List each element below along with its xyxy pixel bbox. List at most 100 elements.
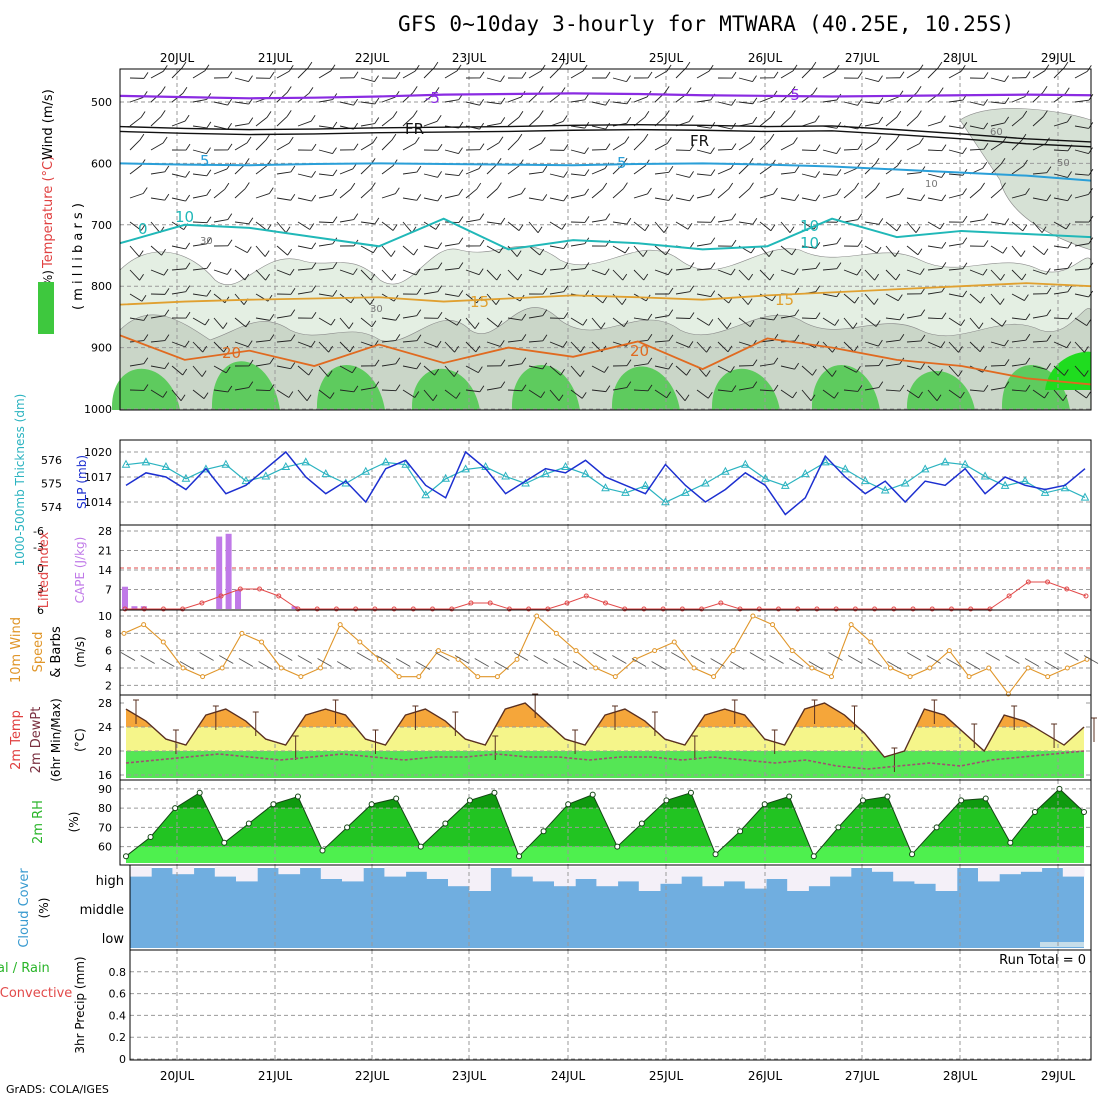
rh-shading-group <box>111 108 1092 411</box>
wind-barb <box>990 364 1006 367</box>
wind-barb <box>318 389 331 399</box>
wind-barb-flag <box>790 86 796 93</box>
rh-70-area <box>316 365 385 410</box>
wind-barb <box>360 77 375 83</box>
wind-barb <box>843 188 855 199</box>
wind-barb-flag <box>726 322 732 329</box>
wind-barb <box>549 389 560 402</box>
wind-barb-flag <box>960 65 966 72</box>
wind-barb <box>318 267 333 271</box>
wind-barb <box>339 389 354 393</box>
wind-barb-flag <box>769 133 775 141</box>
thickness-point <box>661 497 670 506</box>
wind-barb <box>1053 121 1068 127</box>
wind-barb-flag <box>920 194 926 201</box>
wind-barb <box>759 363 774 367</box>
contour-label: FR <box>405 120 424 138</box>
cloud-high-gap <box>342 867 364 882</box>
wind-barb <box>696 70 710 79</box>
wind-barb <box>528 315 543 319</box>
contour-label: 30 <box>370 304 383 315</box>
wind-barb <box>171 120 186 127</box>
wind-barb-flag <box>458 169 464 176</box>
wind-barb <box>633 165 646 175</box>
wind-barb-flag <box>810 394 816 401</box>
wind-barb-flag <box>1046 363 1051 370</box>
wind-barb-flag <box>983 213 989 220</box>
wind-barb-flag <box>833 391 839 399</box>
wind-barb-flag <box>894 250 900 257</box>
thickness-point <box>980 471 990 480</box>
lifted-index-point <box>679 606 685 612</box>
contour-label: 15 <box>775 291 794 309</box>
wind-barb-flag <box>332 290 338 297</box>
wind-barb-flag <box>936 394 942 401</box>
wind-barb-flag <box>139 273 144 281</box>
wind-barb <box>276 245 288 256</box>
rh-point <box>368 801 375 808</box>
wind-barb-flag <box>773 187 778 195</box>
wind-barb-flag <box>1025 188 1030 195</box>
wind-barb-flag <box>246 136 252 144</box>
wind-barb-flag <box>311 262 317 269</box>
lifted-index-point <box>1045 579 1051 585</box>
wind-barb <box>402 142 416 151</box>
wind-barb <box>696 317 710 326</box>
wind-barb-flag <box>225 366 231 374</box>
wind-barb <box>360 101 375 105</box>
cape-axis-label: CAPE (J/kg) <box>73 537 87 604</box>
wind-barb <box>948 268 963 271</box>
y-tick-label-wind: 2 <box>105 679 112 692</box>
thickness-point <box>401 459 411 468</box>
wind-barb-10m <box>1064 652 1079 661</box>
wind-barb-flag <box>290 165 296 173</box>
wind-barb-flag <box>916 86 922 93</box>
wind-barb <box>129 245 140 257</box>
wind-barb <box>276 197 291 201</box>
y-tick-label-cape: 28 <box>98 525 112 538</box>
wind-barb-flag <box>289 268 295 276</box>
cloud-high-gap <box>405 867 428 872</box>
wind-barb-flag <box>560 368 565 376</box>
wind-barb <box>1074 268 1089 271</box>
wind-barb-flag <box>1022 224 1028 232</box>
lifted-index-point <box>833 606 839 612</box>
wind-barb-flag <box>290 334 296 341</box>
wind-barb-flag <box>626 75 631 82</box>
wind-barb <box>1074 125 1089 129</box>
wind-barb-flag <box>710 147 715 154</box>
wind-barb <box>570 341 581 353</box>
wind-speed-point <box>986 665 992 671</box>
thickness-point <box>860 476 870 485</box>
wind-barb-flag <box>957 370 963 377</box>
wind-barb-flag <box>1067 241 1073 249</box>
wind-barb-10m <box>887 661 902 670</box>
contour-label: 20 <box>222 344 241 362</box>
wind-barb-flag <box>563 144 569 151</box>
cloud-high-gap <box>130 867 152 877</box>
wind-barb <box>780 315 795 319</box>
wind-barb <box>1032 315 1047 319</box>
wind-barb <box>150 197 165 201</box>
wind-barb <box>759 139 771 151</box>
wind-barb <box>654 269 669 276</box>
wind-barb-flag <box>920 334 926 342</box>
wind-barb <box>633 317 648 321</box>
wind-barb <box>738 341 753 347</box>
wind-speed-point <box>494 674 500 680</box>
wind-barb-flag <box>962 122 968 129</box>
rh-point <box>196 789 203 796</box>
wind-barb <box>864 341 879 347</box>
wind-barb-flag <box>201 370 207 377</box>
wind-barb-flag <box>918 391 923 399</box>
wind-barb-flag <box>707 392 713 399</box>
wind-barb-flag <box>794 362 800 370</box>
rh-point <box>1007 839 1014 846</box>
wind-barb <box>360 245 374 254</box>
wind-barb <box>906 245 919 256</box>
wind-barb <box>549 291 564 295</box>
wind-barb-flag <box>982 268 988 276</box>
wind-barb-flag <box>500 217 506 225</box>
wind-barb <box>633 389 649 392</box>
wind-barb-flag <box>836 188 841 195</box>
